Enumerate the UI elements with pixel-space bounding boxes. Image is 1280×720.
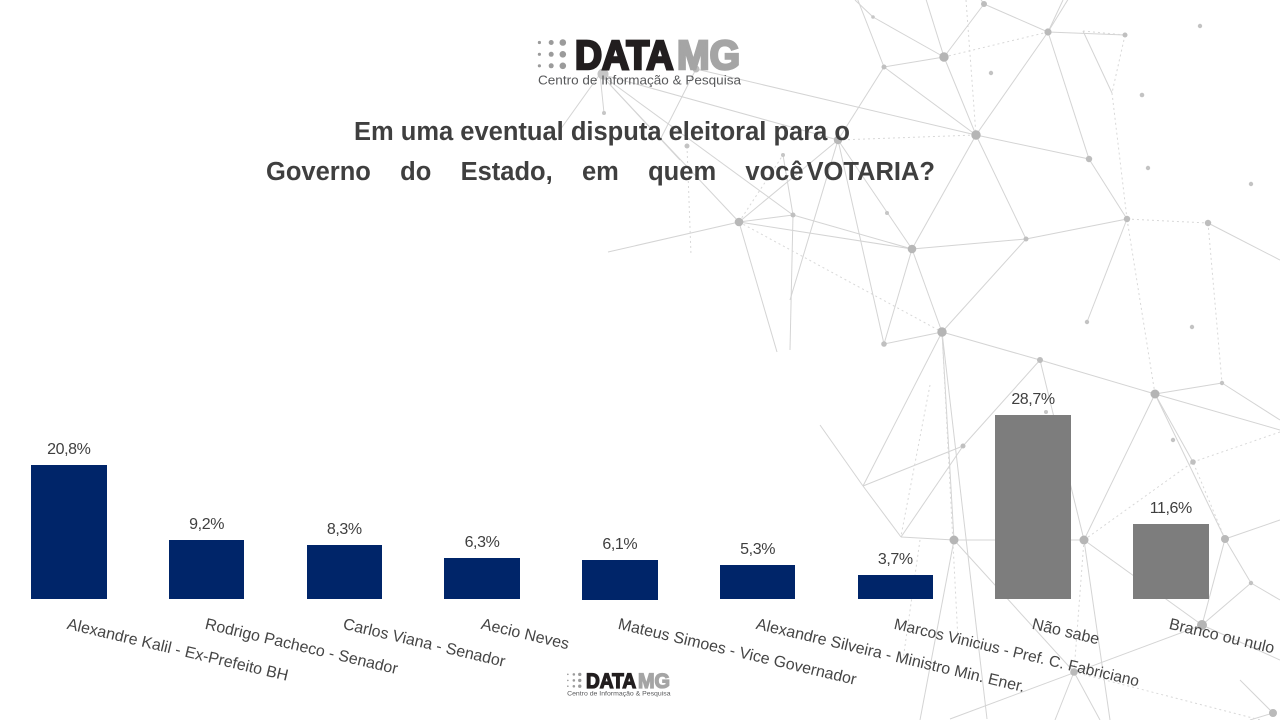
svg-text:MG: MG <box>638 670 670 693</box>
svg-text:DATA: DATA <box>586 670 636 693</box>
svg-text:Centro de Informação & Pesquis: Centro de Informação & Pesquisa <box>567 691 671 698</box>
svg-text:DATA: DATA <box>575 32 674 78</box>
svg-text:MG: MG <box>677 32 740 78</box>
svg-text:Centro de Informação & Pesquis: Centro de Informação & Pesquisa <box>538 72 742 87</box>
